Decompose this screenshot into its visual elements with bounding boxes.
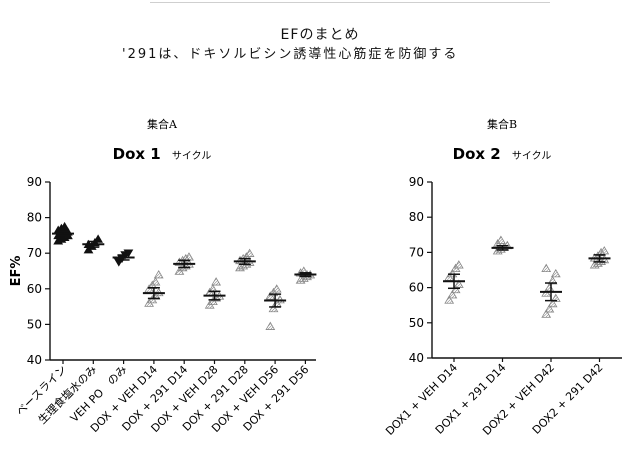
panel-b-y-tick-label: 50	[409, 316, 424, 330]
panel-a-data-point	[266, 322, 274, 329]
panel-b-y-tick-label: 90	[409, 175, 424, 189]
panel-a-y-axis-label: EF%	[9, 256, 24, 287]
panel-a-title: Dox 1 サイクル	[113, 144, 212, 163]
panel-a-y-tick-label: 40	[27, 353, 42, 367]
panel-a: 集合A Dox 1 サイクル EF% 405060708090ベースライン生理食…	[9, 117, 316, 435]
panel-b-group-label: 集合B	[487, 117, 517, 131]
panel-b-title-main: Dox 2	[453, 145, 501, 163]
panel-b-plot: 405060708090DOX1 + VEH D14DOX1 + 291 D14…	[383, 175, 622, 438]
panel-a-data-point	[212, 278, 220, 285]
panel-b-title-suffix: サイクル	[512, 150, 552, 162]
panel-a-y-tick-label: 70	[27, 246, 42, 260]
panel-a-group-label: 集合A	[147, 117, 178, 131]
panel-b-data-point	[552, 270, 560, 277]
panel-a-y-tick-label: 90	[27, 175, 42, 189]
panel-b-y-tick-label: 70	[409, 245, 424, 259]
panel-a-title-suffix: サイクル	[172, 150, 212, 162]
panel-a-y-tick-label: 60	[27, 282, 42, 296]
panel-b-data-point	[545, 284, 553, 291]
panel-a-y-tick-label: 50	[27, 317, 42, 331]
panel-b-data-point	[542, 264, 550, 271]
panel-a-y-tick-label: 80	[27, 211, 42, 225]
panel-a-title-main: Dox 1	[113, 145, 161, 163]
panel-a-data-point	[155, 271, 163, 278]
panel-b-y-tick-label: 60	[409, 281, 424, 295]
panel-a-plot: 405060708090ベースライン生理食塩水のみVEH PO のみDOX + …	[14, 175, 317, 435]
panel-b-y-tick-label: 80	[409, 210, 424, 224]
panel-b-y-tick-label: 40	[409, 351, 424, 365]
panel-b: 集合B Dox 2 サイクル 405060708090DOX1 + VEH D1…	[383, 117, 622, 438]
panel-b-title: Dox 2 サイクル	[453, 144, 552, 163]
